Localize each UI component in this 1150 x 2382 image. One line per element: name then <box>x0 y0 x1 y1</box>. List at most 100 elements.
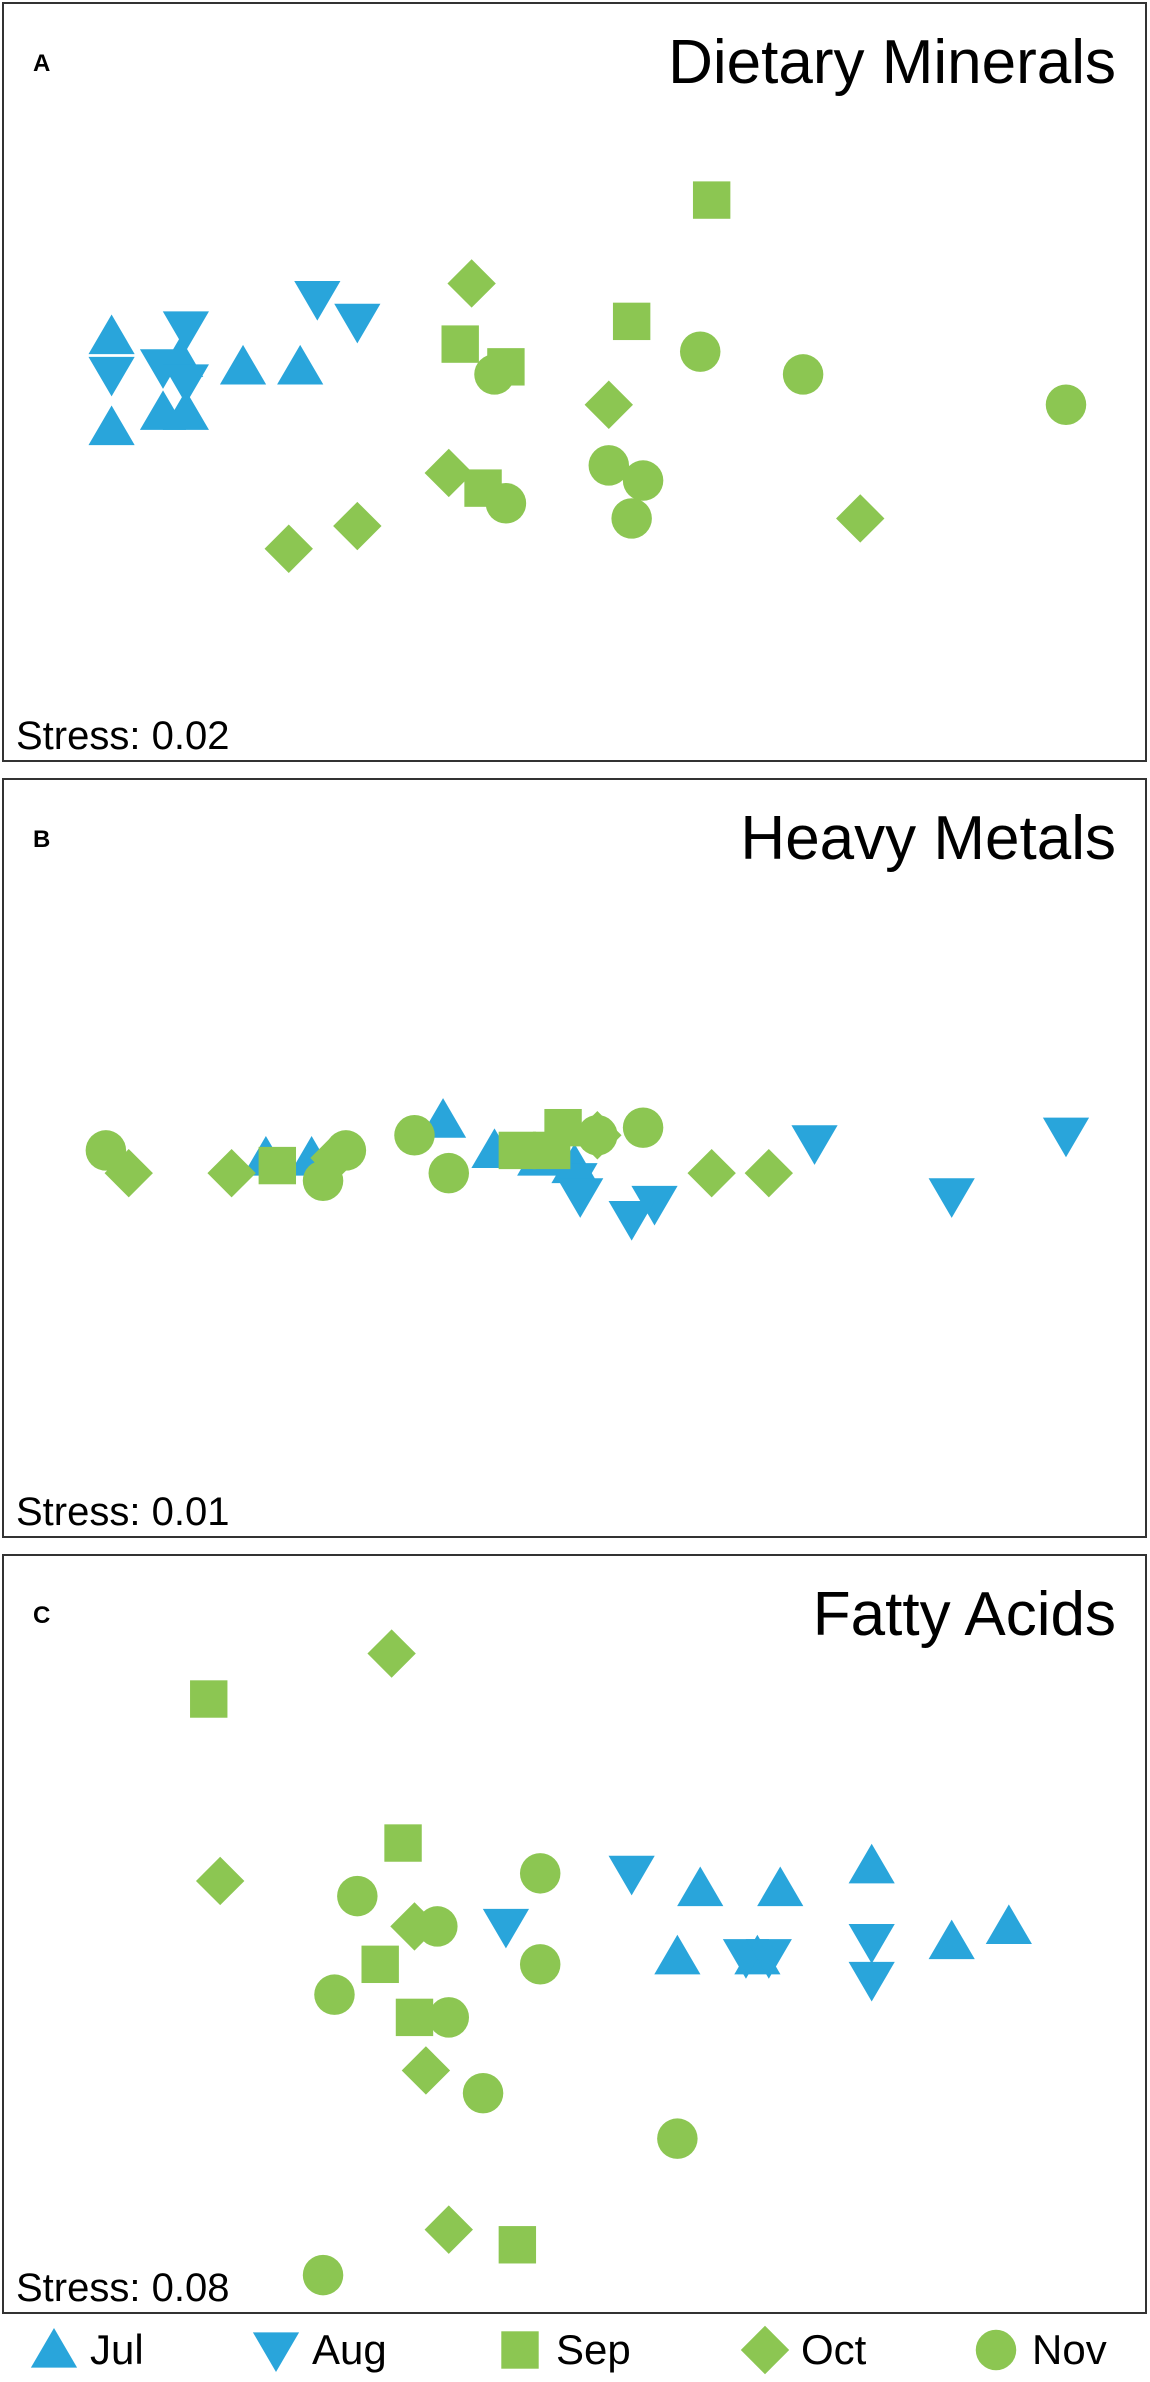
point-aug <box>88 356 135 397</box>
point-nov <box>679 331 721 372</box>
stress-value: Stress: 0.02 <box>16 714 229 758</box>
panel-b: B Heavy Metals Stress: 0.01 <box>2 778 1147 1538</box>
point-nov <box>325 1130 367 1171</box>
point-nov <box>611 498 652 539</box>
legend-label: Jul <box>90 2326 144 2373</box>
point-jul <box>677 1866 724 1907</box>
point-nov <box>462 2072 504 2114</box>
legend-marker-aug <box>252 2332 300 2372</box>
point-nov <box>428 1997 470 2038</box>
point-jul <box>848 1843 895 1884</box>
point-nov <box>394 1115 435 1156</box>
point-sep <box>384 1824 422 1862</box>
point-sep <box>441 325 479 363</box>
point-jul <box>277 344 324 385</box>
point-oct <box>207 1148 256 1198</box>
point-oct <box>744 1148 794 1198</box>
point-sep <box>395 1998 434 2037</box>
point-jul <box>88 314 135 355</box>
point-aug <box>608 1855 655 1896</box>
series-jul <box>654 1843 1032 1975</box>
series-sep <box>258 1108 582 1185</box>
series-jul <box>88 314 324 446</box>
point-aug <box>791 1125 838 1165</box>
series-sep <box>190 1680 537 2264</box>
point-oct <box>424 2205 473 2254</box>
point-oct <box>104 1148 153 1198</box>
point-nov <box>1045 384 1087 425</box>
point-sep <box>612 302 651 341</box>
point-aug <box>294 281 341 321</box>
panel-title: Dietary Minerals <box>668 28 1116 97</box>
point-oct <box>424 448 473 498</box>
point-oct <box>333 501 382 551</box>
point-sep <box>258 1146 297 1185</box>
series-aug <box>482 1855 895 2002</box>
point-nov <box>622 460 664 501</box>
series-nov <box>474 331 1087 539</box>
legend-item-jul: Jul <box>30 2326 144 2373</box>
panel-frame <box>2 778 1147 1538</box>
point-nov <box>519 1853 561 1894</box>
point-nov <box>622 1107 664 1148</box>
point-aug <box>482 1908 530 1949</box>
panel-title: Heavy Metals <box>740 804 1116 873</box>
point-aug <box>162 311 209 351</box>
point-nov <box>337 1875 378 1917</box>
legend: Jul Aug Sep Oct Nov <box>30 2325 1107 2375</box>
point-sep <box>692 181 731 219</box>
legend-label: Sep <box>556 2326 631 2373</box>
panel-title: Fatty Acids <box>813 1580 1116 1649</box>
series-oct <box>195 1629 473 2254</box>
point-nov <box>302 1160 344 1201</box>
point-jul <box>162 390 209 430</box>
legend-marker-sep <box>501 2331 539 2369</box>
legend-label: Oct <box>801 2326 867 2373</box>
point-jul <box>757 1866 804 1907</box>
point-oct <box>447 259 496 308</box>
point-aug <box>608 1201 655 1241</box>
point-nov <box>474 354 515 395</box>
legend-marker-nov <box>975 2329 1017 2371</box>
point-jul <box>219 344 267 385</box>
panel-letter: B <box>33 826 50 853</box>
panel-letter: C <box>33 1602 50 1629</box>
point-nov <box>417 1906 458 1947</box>
legend-item-nov: Nov <box>975 2326 1107 2373</box>
point-sep <box>498 2226 537 2264</box>
panel-a: A Dietary Minerals Stress: 0.02 <box>2 2 1147 762</box>
legend-marker-jul <box>30 2328 78 2368</box>
point-aug <box>848 1961 895 2002</box>
point-sep <box>544 1108 582 1147</box>
point-oct <box>836 494 885 543</box>
point-nov <box>314 1974 355 2015</box>
panels: A Dietary Minerals Stress: 0.02 B Heavy Meta… <box>2 2 1147 2314</box>
point-jul <box>985 1904 1032 1945</box>
stress-value: Stress: 0.08 <box>16 2266 229 2310</box>
point-nov <box>519 1944 561 1985</box>
series-nov <box>85 1107 664 1201</box>
point-oct <box>367 1629 416 1678</box>
point-aug <box>139 349 187 389</box>
point-sep <box>190 1680 228 1718</box>
point-aug <box>928 1178 975 1218</box>
series-aug <box>88 281 381 404</box>
point-sep <box>361 1945 399 1984</box>
point-aug <box>557 1178 604 1218</box>
legend-item-aug: Aug <box>252 2326 387 2373</box>
point-nov <box>485 483 527 524</box>
series-aug <box>551 1117 1090 1241</box>
point-nov <box>782 354 824 395</box>
point-nov <box>588 445 630 486</box>
point-jul <box>88 405 135 446</box>
point-jul <box>654 1934 701 1975</box>
point-aug <box>162 364 209 404</box>
point-oct <box>584 380 633 429</box>
legend-label: Nov <box>1032 2326 1107 2373</box>
point-aug <box>631 1185 678 1226</box>
panel-c: C Fatty Acids Stress: 0.08 <box>2 1554 1147 2314</box>
legend-item-oct: Oct <box>740 2325 867 2375</box>
legend-item-sep: Sep <box>501 2326 631 2373</box>
point-nov <box>302 2254 344 2296</box>
